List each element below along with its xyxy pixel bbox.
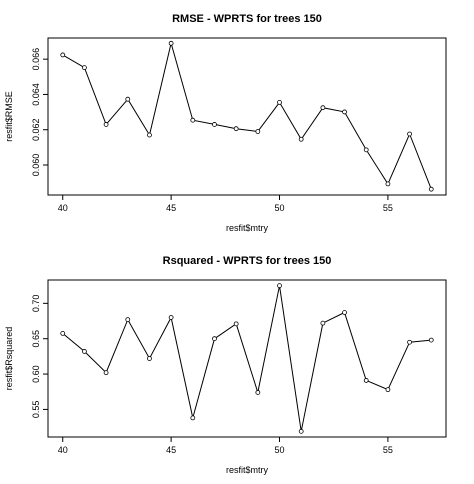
data-line xyxy=(62,285,432,432)
plot-box xyxy=(47,279,447,438)
data-point xyxy=(320,320,326,326)
x-axis-label: resfit$mtry xyxy=(226,223,269,233)
data-point xyxy=(125,96,131,102)
data-point xyxy=(298,428,304,434)
x-tick-label: 50 xyxy=(275,203,285,213)
data-point xyxy=(103,370,109,376)
data-point xyxy=(320,105,326,111)
data-point xyxy=(277,99,282,105)
data-point xyxy=(147,132,152,138)
data-point xyxy=(407,131,412,137)
x-tick-label: 55 xyxy=(383,203,393,213)
y-axis-label: resfit$RMSE xyxy=(4,91,14,142)
data-point xyxy=(428,186,434,192)
y-tick-label: 0.060 xyxy=(31,154,41,177)
x-tick-label: 55 xyxy=(383,445,393,455)
data-point xyxy=(212,122,217,127)
data-point xyxy=(147,356,152,361)
data-point xyxy=(428,337,434,343)
data-point xyxy=(298,136,304,142)
data-point xyxy=(103,122,109,127)
y-tick-label: 0.062 xyxy=(31,118,41,141)
x-tick-label: 40 xyxy=(58,203,68,213)
data-point xyxy=(168,315,174,320)
data-point xyxy=(363,147,369,153)
x-tick-label: 40 xyxy=(58,445,68,455)
plot-box xyxy=(47,37,447,196)
data-line xyxy=(62,41,432,190)
chart-title: RMSE - WPRTS for trees 150 xyxy=(172,13,322,25)
x-axis-label: resfit$mtry xyxy=(226,465,269,475)
y-tick-label: 0.65 xyxy=(31,330,41,348)
x-tick-label: 50 xyxy=(275,445,285,455)
x-tick-label: 45 xyxy=(166,203,176,213)
data-point xyxy=(407,339,412,345)
data-point xyxy=(82,349,87,354)
data-point xyxy=(60,52,66,58)
y-tick-label: 0.70 xyxy=(31,295,41,313)
data-point xyxy=(190,415,196,421)
y-tick-label: 0.60 xyxy=(31,365,41,383)
data-point xyxy=(125,317,131,323)
data-point xyxy=(212,336,217,342)
data-point xyxy=(190,117,196,123)
data-point xyxy=(342,310,347,315)
data-point xyxy=(277,283,282,289)
y-axis-label: resfit$Rsquared xyxy=(4,327,14,391)
data-point xyxy=(385,387,391,393)
data-point xyxy=(342,109,347,115)
chart-title: Rsquared - WPRTS for trees 150 xyxy=(163,255,332,267)
y-tick-label: 0.55 xyxy=(31,401,41,419)
data-point xyxy=(363,378,369,383)
data-point xyxy=(60,330,66,336)
data-point xyxy=(233,126,239,132)
data-point xyxy=(168,40,174,46)
data-point xyxy=(233,321,239,327)
y-tick-label: 0.064 xyxy=(31,83,41,106)
y-tick-label: 0.066 xyxy=(31,48,41,71)
data-point xyxy=(385,181,391,187)
data-point xyxy=(255,390,261,395)
data-point xyxy=(255,129,261,134)
data-point xyxy=(82,65,87,71)
x-tick-label: 45 xyxy=(166,445,176,455)
